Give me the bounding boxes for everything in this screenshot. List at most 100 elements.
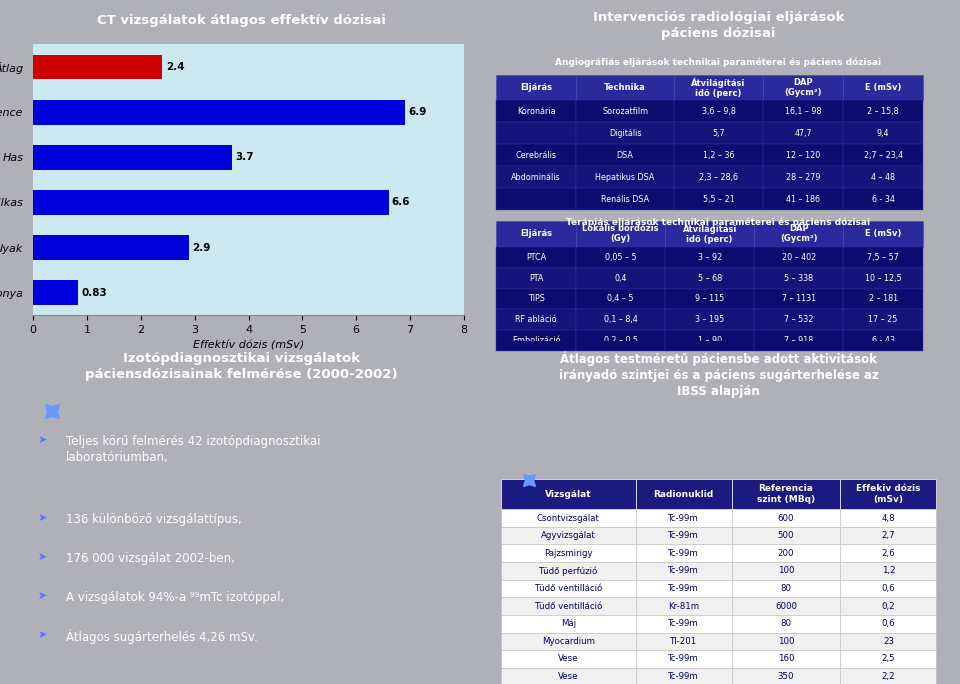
Text: DAP
(Gycm²): DAP (Gycm²) xyxy=(780,224,817,244)
Bar xyxy=(501,650,636,668)
Text: Abdominális: Abdominális xyxy=(512,173,561,182)
Text: Átvilágítási
idő (perc): Átvilágítási idő (perc) xyxy=(691,77,746,98)
Text: 7,5 – 57: 7,5 – 57 xyxy=(867,252,900,261)
Text: Tüdő ventilláció: Tüdő ventilláció xyxy=(535,584,602,593)
Bar xyxy=(843,144,924,166)
Bar xyxy=(496,267,576,289)
Text: 2,6: 2,6 xyxy=(881,549,895,557)
Bar xyxy=(636,527,732,544)
Bar xyxy=(755,221,843,246)
Text: ➤: ➤ xyxy=(38,512,47,523)
Text: E (mSv): E (mSv) xyxy=(865,83,901,92)
Text: PTCA: PTCA xyxy=(526,252,546,261)
Text: 20 – 402: 20 – 402 xyxy=(781,252,816,261)
Bar xyxy=(732,580,840,597)
Bar xyxy=(636,633,732,650)
Bar xyxy=(576,246,665,267)
Bar xyxy=(674,166,763,188)
Bar xyxy=(576,330,665,352)
Text: 5 – 338: 5 – 338 xyxy=(784,274,813,282)
Text: 136 különböző vizsgálattípus,: 136 különböző vizsgálattípus, xyxy=(66,512,242,526)
Bar xyxy=(840,580,936,597)
Bar xyxy=(674,101,763,122)
Bar xyxy=(496,330,576,352)
Bar xyxy=(674,188,763,210)
Text: 350: 350 xyxy=(778,672,794,681)
Text: Vese: Vese xyxy=(558,655,579,663)
Bar xyxy=(763,101,843,122)
Bar xyxy=(840,527,936,544)
Bar xyxy=(501,562,636,580)
Text: Máj: Máj xyxy=(561,619,576,628)
Bar xyxy=(763,166,843,188)
Bar xyxy=(501,510,636,527)
Text: 0,6: 0,6 xyxy=(881,619,895,628)
Text: Eljárás: Eljárás xyxy=(520,83,552,92)
Text: 0,1 – 8,4: 0,1 – 8,4 xyxy=(604,315,637,324)
Bar xyxy=(501,580,636,597)
Bar xyxy=(732,527,840,544)
Text: Sorozatfilm: Sorozatfilm xyxy=(602,107,648,116)
Text: 7 – 918: 7 – 918 xyxy=(784,337,813,345)
Bar xyxy=(674,122,763,144)
Text: 176 000 vizsgálat 2002-ben,: 176 000 vizsgálat 2002-ben, xyxy=(66,551,235,564)
Text: 80: 80 xyxy=(780,584,792,593)
Bar xyxy=(501,597,636,615)
Text: Izotópdiagnosztikai vizsgálatok
páciensdózisainak felmérése (2000-2002): Izotópdiagnosztikai vizsgálatok páciensd… xyxy=(85,352,397,381)
Text: Hepatikus DSA: Hepatikus DSA xyxy=(595,173,655,182)
Bar xyxy=(840,668,936,684)
Text: Tc-99m: Tc-99m xyxy=(668,566,699,575)
Bar xyxy=(496,122,576,144)
Bar xyxy=(843,101,924,122)
Text: 0,2: 0,2 xyxy=(881,602,895,611)
Bar xyxy=(840,479,936,510)
Bar xyxy=(501,479,636,510)
Bar xyxy=(732,479,840,510)
Text: 2,5: 2,5 xyxy=(881,655,895,663)
Text: Csontvizsgálat: Csontvizsgálat xyxy=(537,514,600,523)
Text: 0,05 – 5: 0,05 – 5 xyxy=(605,252,636,261)
Text: 1,2 – 36: 1,2 – 36 xyxy=(703,150,734,160)
Bar xyxy=(732,650,840,668)
Bar xyxy=(843,309,924,330)
Text: 0,6: 0,6 xyxy=(881,584,895,593)
Text: Tc-99m: Tc-99m xyxy=(668,584,699,593)
Bar xyxy=(576,221,665,246)
Text: 600: 600 xyxy=(778,514,794,523)
Bar xyxy=(732,615,840,633)
Bar xyxy=(755,289,843,309)
Text: ➤: ➤ xyxy=(38,590,47,601)
Bar xyxy=(576,144,674,166)
Bar xyxy=(763,144,843,166)
Text: 3,6 – 9,8: 3,6 – 9,8 xyxy=(702,107,735,116)
Text: PTA: PTA xyxy=(529,274,543,282)
Text: 2,7 – 23,4: 2,7 – 23,4 xyxy=(864,150,902,160)
Text: Lokális bőrdózis
(Gy): Lokális bőrdózis (Gy) xyxy=(583,224,659,244)
Bar xyxy=(576,75,674,101)
Bar xyxy=(501,668,636,684)
Bar xyxy=(840,615,936,633)
Text: Tc-99m: Tc-99m xyxy=(668,672,699,681)
Bar xyxy=(665,267,755,289)
Bar xyxy=(843,122,924,144)
Text: Pajzsmirigy: Pajzsmirigy xyxy=(544,549,592,557)
Text: Renális DSA: Renális DSA xyxy=(601,195,649,204)
Text: 23: 23 xyxy=(883,637,894,646)
Text: Angiográfiás eljárások technikai paraméterei és páciens dózisai: Angiográfiás eljárások technikai paramét… xyxy=(556,58,881,68)
Text: 100: 100 xyxy=(778,566,794,575)
Text: 28 – 279: 28 – 279 xyxy=(786,173,821,182)
Bar xyxy=(576,289,665,309)
Bar xyxy=(576,166,674,188)
Bar xyxy=(763,122,843,144)
Bar xyxy=(840,562,936,580)
Bar xyxy=(840,650,936,668)
Text: Teljes körű felmérés 42 izotópdiagnosztikai
laboratóriumban,: Teljes körű felmérés 42 izotópdiagnoszti… xyxy=(66,435,321,464)
Text: Átlagos sugárterhelés 4,26 mSv.: Átlagos sugárterhelés 4,26 mSv. xyxy=(66,629,258,644)
Bar xyxy=(843,330,924,352)
Bar xyxy=(843,221,924,246)
Bar xyxy=(496,166,576,188)
Bar xyxy=(674,75,763,101)
Text: 6 - 34: 6 - 34 xyxy=(872,195,895,204)
Bar xyxy=(501,527,636,544)
Text: Koronária: Koronária xyxy=(516,107,556,116)
